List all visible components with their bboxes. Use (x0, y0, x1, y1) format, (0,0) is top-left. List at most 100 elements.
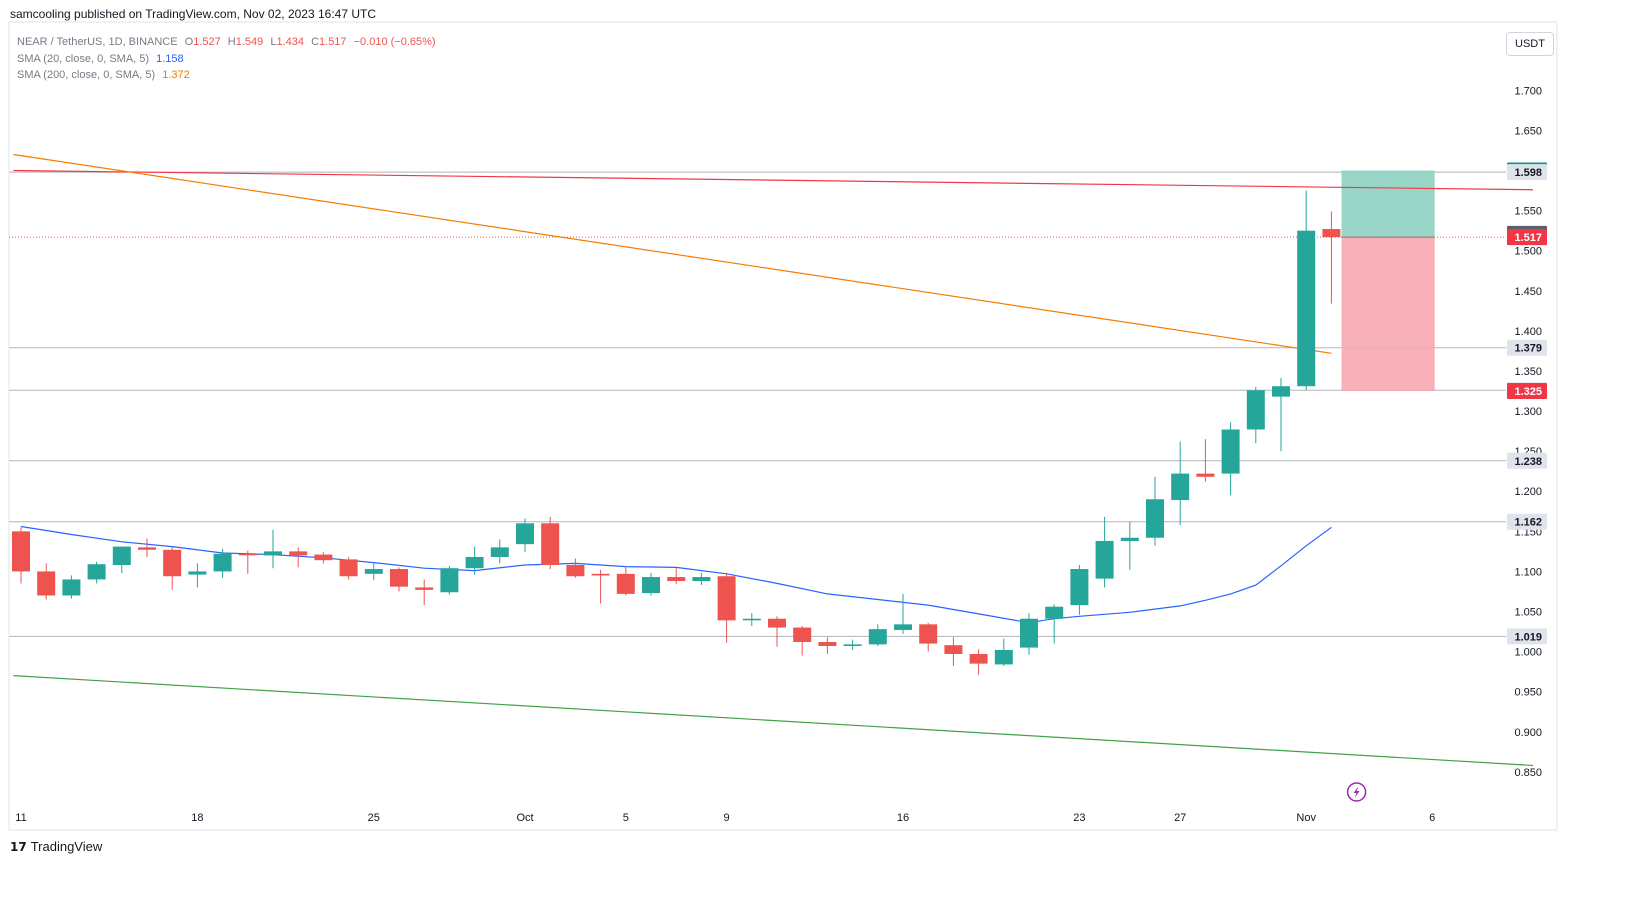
x-axis-tick-label: 27 (1174, 812, 1186, 824)
candle-body (919, 624, 938, 644)
y-axis-tick-label: 1.500 (1514, 246, 1542, 258)
candle-body (667, 577, 686, 582)
price-axis-label-box (1507, 628, 1547, 645)
candle-body (516, 523, 534, 545)
resistance-trendline (13, 169, 1534, 191)
price-axis-label: 1.517 (1514, 232, 1542, 244)
lightning-icon (1353, 786, 1360, 798)
tradingview-logo[interactable]: 17 TradingView (10, 839, 102, 854)
candle-body (238, 553, 257, 556)
candle-body (616, 573, 635, 594)
x-axis-tick-label: Oct (516, 812, 533, 824)
price-axis-label-box (1507, 339, 1547, 356)
candle-body (339, 559, 358, 577)
candle-body (994, 649, 1013, 665)
x-axis-tick-label: 25 (368, 812, 380, 824)
legend-sma200-value: 1.372 (162, 69, 190, 81)
x-axis-tick-label: 23 (1073, 812, 1085, 824)
tradingview-logo-text: TradingView (30, 839, 103, 854)
position-stop-zone (1341, 237, 1435, 392)
candle-body (112, 546, 131, 566)
position-target-zone (1341, 170, 1435, 238)
candle-body (87, 564, 106, 580)
chart-legend: NEAR / TetherUS, 1D, BINANCE O1.527 H1.5… (17, 34, 436, 84)
candle-body (1221, 429, 1240, 474)
plot-frame (8, 21, 1558, 831)
candle-body (1120, 537, 1139, 541)
y-axis-tick-label: 0.950 (1514, 687, 1542, 699)
y-axis-tick-label: 1.200 (1514, 486, 1542, 498)
price-axis-label-box (1507, 164, 1547, 181)
candle-body (717, 576, 736, 621)
candle-body (440, 568, 459, 593)
y-axis-tick-label: 0.900 (1514, 727, 1542, 739)
legend-open: O1.527 (184, 36, 221, 48)
candle-body (1045, 606, 1064, 619)
price-axis-label: 1.238 (1514, 456, 1542, 468)
candle-body (1246, 390, 1265, 430)
candle-body (314, 554, 333, 561)
candle-body (1146, 499, 1164, 538)
candle-body (1020, 618, 1038, 648)
x-axis-tick-label: Nov (1296, 812, 1316, 824)
candle-body (1171, 473, 1190, 501)
sma200-line (13, 153, 1332, 354)
publisher-line: samcooling published on TradingView.com,… (10, 7, 376, 21)
currency-button[interactable]: USDT (1506, 32, 1554, 56)
legend-change: −0.010 (−0.65%) (353, 36, 436, 48)
candle-body (1322, 229, 1341, 238)
y-axis-tick-label: 1.450 (1514, 286, 1542, 298)
candle-body (1070, 569, 1089, 606)
candle-body (465, 556, 484, 569)
price-axis-label-box (1507, 452, 1547, 469)
price-axis-label-box (1507, 383, 1547, 400)
candle-body (692, 577, 711, 582)
candle-body (264, 551, 282, 556)
x-axis-tick-label: 9 (724, 812, 730, 824)
candle-body (1297, 230, 1316, 387)
legend-sma200-label: SMA (200, close, 0, SMA, 5) (17, 69, 156, 81)
y-axis-tick-label: 1.550 (1514, 206, 1542, 218)
price-axis-label: 1.379 (1514, 343, 1542, 355)
legend-close: C1.517 (311, 36, 347, 48)
candle-body (969, 654, 988, 664)
legend-symbol-row[interactable]: NEAR / TetherUS, 1D, BINANCE O1.527 H1.5… (17, 34, 436, 51)
price-axis-label-box (1507, 229, 1547, 246)
candle-body (793, 627, 812, 642)
candle-body (213, 553, 232, 572)
x-axis-tick-label: 5 (623, 812, 629, 824)
candle-body (768, 618, 786, 628)
candle-body (591, 573, 610, 576)
candle-body (818, 641, 837, 646)
candle-body (1095, 540, 1114, 579)
candle-body (843, 644, 862, 646)
candle-body (138, 547, 156, 550)
price-axis-label-box (1507, 513, 1547, 530)
price-axis-label: 1.325 (1514, 386, 1542, 398)
y-axis-tick-label: 0.850 (1514, 767, 1542, 779)
candle-body (364, 569, 383, 574)
legend-sma20-value: 1.158 (156, 52, 184, 65)
y-axis-tick-label: 1.350 (1514, 366, 1542, 378)
candle-body (742, 618, 761, 621)
candle-body (1196, 473, 1215, 477)
candle-body (289, 551, 308, 556)
candle-body (12, 531, 30, 572)
legend-low: L1.434 (270, 36, 304, 48)
candle-body (566, 565, 585, 577)
legend-sma20-row[interactable]: SMA (20, close, 0, SMA, 5) 1.158 (17, 51, 436, 68)
candle-body (490, 547, 509, 557)
candle-body (415, 587, 434, 590)
legend-sma200-row[interactable]: SMA (200, close, 0, SMA, 5) 1.372 (17, 67, 436, 84)
tradingview-logo-mark: 17 (10, 839, 27, 854)
candle-body (188, 571, 207, 575)
candle-body (541, 523, 560, 566)
y-axis-tick-label: 1.300 (1514, 406, 1542, 418)
candle-body (894, 624, 912, 630)
x-axis-tick-label: 18 (191, 812, 203, 824)
legend-high: H1.549 (227, 36, 264, 48)
candle-body (390, 569, 408, 587)
candle-body (642, 577, 660, 594)
legend-sma20-label: SMA (20, close, 0, SMA, 5) (17, 52, 150, 65)
